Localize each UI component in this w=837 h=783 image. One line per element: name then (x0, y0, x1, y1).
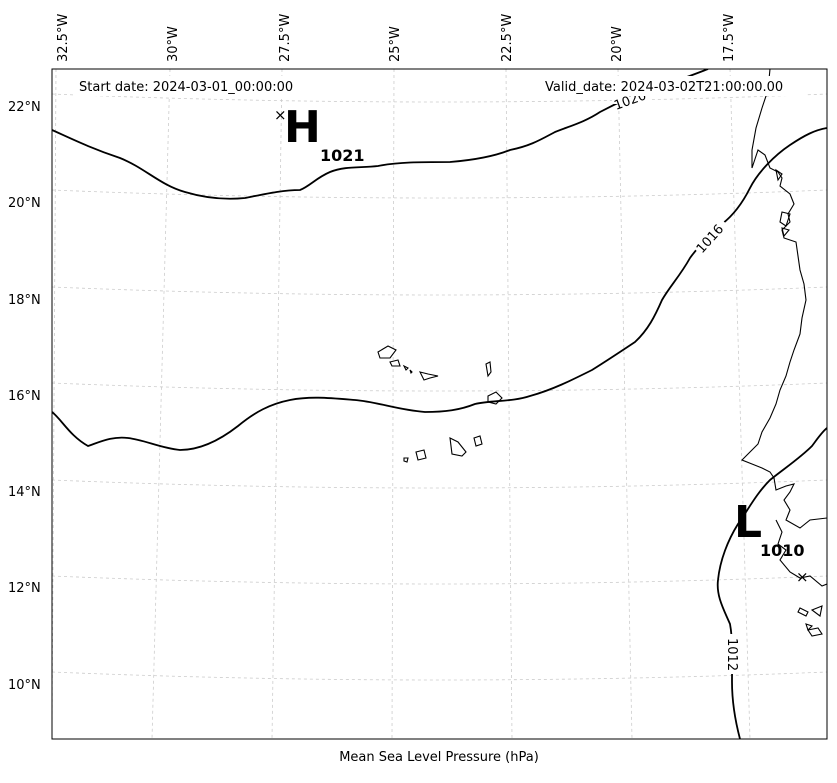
coast-detail (807, 627, 823, 637)
lon-label: 30°W (166, 26, 181, 62)
high-center-marker: × (274, 106, 287, 124)
low-pressure-value: 1010 (760, 541, 805, 560)
valid-date-bg (540, 76, 806, 96)
africa-coastline (741, 69, 827, 529)
lat-label: 12°N (8, 581, 41, 596)
coast-detail (775, 519, 827, 587)
lon-label: 17.5°W (722, 14, 737, 62)
start-date: Start date: 2024-03-01_00:00:00 (79, 80, 293, 95)
lat-label: 16°N (8, 389, 41, 404)
lat-label: 18°N (8, 293, 41, 308)
high-pressure-value: 1021 (320, 146, 365, 165)
lon-label: 27.5°W (278, 14, 293, 62)
isobar-1021-ridge (52, 69, 709, 200)
lon-label: 32.5°W (56, 14, 71, 62)
coast-detail (781, 227, 790, 238)
lon-label: 25°W (388, 26, 403, 62)
isobar-label-bg (722, 634, 740, 674)
lat-label: 10°N (8, 678, 41, 693)
cape-verde-islands (377, 345, 503, 463)
start-date-bg (74, 76, 314, 96)
isobar-1016 (52, 127, 827, 451)
isobar-label-1012: 1012 (724, 638, 739, 671)
coast-detail (805, 623, 814, 632)
low-center-marker: × (796, 568, 809, 586)
isobar-1012 (716, 427, 827, 739)
map-caption: Mean Sea Level Pressure (hPa) (339, 750, 539, 765)
low-pressure-letter: L (734, 497, 762, 548)
coast-detail (810, 605, 823, 617)
lon-label: 20°W (610, 26, 625, 62)
coast-detail (779, 211, 791, 227)
lat-label: 14°N (8, 485, 41, 500)
lat-label: 22°N (8, 100, 41, 115)
coast-detail (775, 168, 783, 182)
valid-date: Valid_date: 2024-03-02T21:00:00.00 (545, 80, 783, 95)
isobar-label-bg (690, 215, 730, 257)
lat-label: 20°N (8, 196, 41, 211)
lon-label: 22.5°W (500, 14, 515, 62)
coast-detail (797, 607, 809, 617)
graticule (52, 69, 827, 739)
map-frame (51, 68, 828, 740)
high-pressure-letter: H (284, 102, 321, 153)
